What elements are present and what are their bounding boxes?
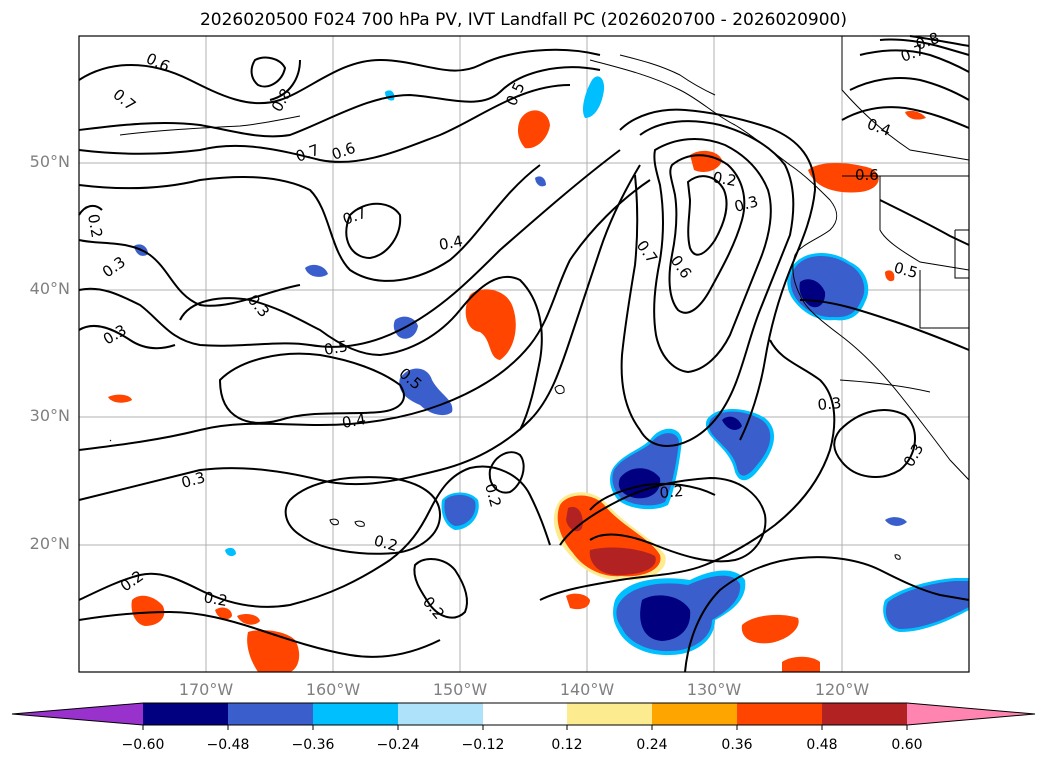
- colorbar-segment: [822, 703, 907, 725]
- colorbar-segment: [313, 703, 398, 725]
- colorbar-tick-label: 0.48: [806, 737, 838, 753]
- contour-label: 0.2: [481, 481, 505, 509]
- contour-label: 0.2: [711, 168, 738, 190]
- colorbar-segment: [737, 703, 822, 725]
- colorbar-extend-high: [907, 703, 1035, 725]
- lat-label-40n: 40°N: [29, 279, 70, 298]
- colorbar-segment: [228, 703, 313, 725]
- lon-label-130w: 130°W: [686, 680, 742, 699]
- contour-label: 0.2: [372, 531, 400, 555]
- colorbar-segment: [652, 703, 737, 725]
- colorbar-tick-label: 0.36: [721, 737, 753, 753]
- lon-label-170w: 170°W: [178, 680, 234, 699]
- map-frame: [78, 35, 970, 673]
- lon-label-120w: 120°W: [814, 680, 870, 699]
- contour-label: 0.5: [323, 337, 350, 359]
- colorbar-tick-label: 0.24: [636, 737, 668, 753]
- contour-label: 0.4: [341, 410, 368, 432]
- lon-label-160w: 160°W: [305, 680, 361, 699]
- contour-label: 0.4: [438, 232, 465, 254]
- colorbar-tick-label: −0.48: [206, 737, 250, 753]
- lon-label-150w: 150°W: [432, 680, 488, 699]
- lon-label-140w: 140°W: [559, 680, 615, 699]
- colorbar-segment: [483, 703, 567, 725]
- colorbar-tick-label: −0.60: [121, 737, 165, 753]
- contour-label: 0.3: [179, 468, 207, 492]
- lat-label-30n: 30°N: [29, 406, 70, 425]
- colorbar-segment: [143, 703, 228, 725]
- positive-anomaly-fills: [108, 110, 926, 672]
- colorbar-segment: [398, 703, 483, 725]
- contour-label: 0.2: [84, 213, 106, 240]
- contour-label: 0.6: [855, 166, 879, 184]
- contour-label: 0.5: [892, 258, 920, 282]
- pv-contours: [78, 35, 970, 673]
- colorbar-tick-label: 0.60: [891, 737, 923, 753]
- colorbar-segment: [567, 703, 652, 725]
- coastlines: [109, 36, 970, 560]
- colorbar-extend-low: [12, 703, 143, 725]
- negative-anomaly-fills: [134, 76, 969, 656]
- lat-label-20n: 20°N: [29, 534, 70, 553]
- contour-label: 0.2: [659, 482, 684, 502]
- map-title: 2026020500 F024 700 hPa PV, IVT Landfall…: [199, 10, 847, 30]
- contour-label: 0.2: [202, 588, 229, 610]
- lat-label-50n: 50°N: [29, 152, 70, 171]
- colorbar: [11, 702, 1036, 730]
- colorbar-tick-label: 0.12: [551, 737, 583, 753]
- contour-label: 0.3: [817, 394, 842, 414]
- contour-label: 0.3: [732, 192, 760, 216]
- colorbar-tick-label: −0.36: [291, 737, 335, 753]
- colorbar-tick-label: −0.12: [461, 737, 505, 753]
- colorbar-tick-label: −0.24: [376, 737, 420, 753]
